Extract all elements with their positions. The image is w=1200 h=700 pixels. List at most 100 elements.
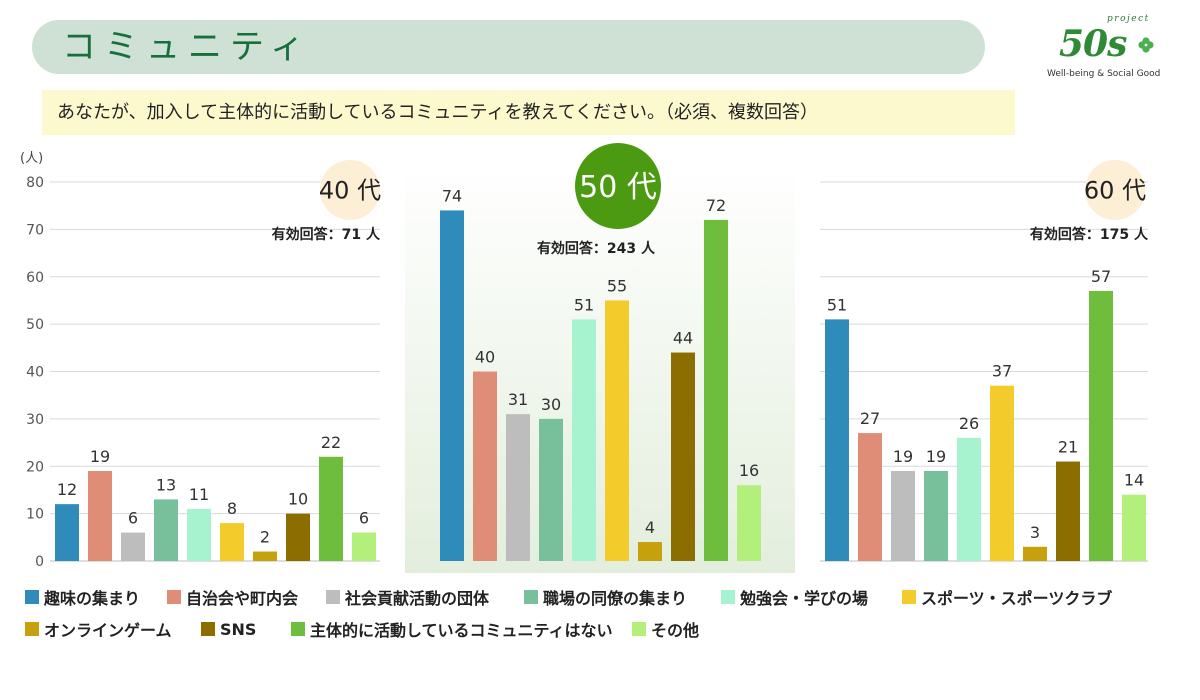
bar-60s-neighborhood-association bbox=[858, 433, 882, 561]
age-badge-60s bbox=[1085, 160, 1145, 220]
bar-40s-no-community bbox=[319, 456, 343, 561]
bar-value-label-60s-study-group: 26 bbox=[959, 414, 979, 433]
bar-40s-coworkers bbox=[154, 499, 178, 561]
legend-swatch bbox=[721, 590, 735, 604]
legend-item-study-group: 勉強会・学びの場 bbox=[721, 586, 868, 608]
legend-label: SNS bbox=[220, 619, 257, 639]
bar-50s-coworkers bbox=[539, 418, 563, 561]
legend-swatch bbox=[632, 622, 646, 636]
bar-value-label-40s-social-contribution: 6 bbox=[128, 509, 138, 528]
bar-value-label-50s-online-game: 4 bbox=[645, 518, 655, 537]
legend-item-online-game: オンラインゲーム bbox=[25, 618, 172, 640]
logo-mark: 50s bbox=[1059, 23, 1127, 65]
legend-label: オンラインゲーム bbox=[44, 621, 172, 640]
bar-50s-no-community bbox=[704, 219, 728, 561]
bar-40s-social-contribution bbox=[121, 532, 145, 561]
bar-value-label-50s-sns: 44 bbox=[673, 329, 693, 348]
bar-value-label-50s-coworkers: 30 bbox=[541, 395, 561, 414]
logo-project-text: project bbox=[1107, 14, 1150, 24]
bar-value-label-40s-sns: 10 bbox=[288, 490, 308, 509]
legend-label: その他 bbox=[651, 621, 700, 640]
bar-value-label-40s-coworkers: 13 bbox=[156, 475, 176, 494]
bar-40s-online-game bbox=[253, 551, 277, 561]
bar-50s-social-contribution bbox=[506, 414, 530, 561]
legend-item-coworkers: 職場の同僚の集まり bbox=[524, 586, 687, 608]
bar-value-label-60s-hobby: 51 bbox=[827, 295, 847, 314]
y-tick-label: 40 bbox=[26, 365, 44, 381]
bar-value-label-50s-sports-club: 55 bbox=[607, 276, 627, 295]
bar-value-label-60s-coworkers: 19 bbox=[926, 447, 946, 466]
question-text: あなたが、加入して主体的に活動しているコミュニティを教えてください。（必須、複数… bbox=[57, 102, 819, 123]
legend-swatch bbox=[167, 590, 181, 604]
bar-value-label-60s-neighborhood-association: 27 bbox=[860, 409, 880, 428]
bar-50s-sports-club bbox=[605, 300, 629, 561]
respondents-40s: 有効回答：71 人 bbox=[272, 226, 381, 243]
bar-50s-online-game bbox=[638, 542, 662, 561]
legend-swatch bbox=[524, 590, 538, 604]
bar-60s-study-group bbox=[957, 437, 981, 561]
bar-value-label-60s-sns: 21 bbox=[1058, 438, 1078, 457]
legend-label: 社会貢献活動の団体 bbox=[345, 589, 490, 608]
age-badge-50s bbox=[575, 143, 661, 229]
bar-60s-social-contribution bbox=[891, 470, 915, 561]
bar-value-label-50s-neighborhood-association: 40 bbox=[475, 348, 495, 367]
panel-50s-highlight bbox=[405, 163, 795, 573]
bar-50s-hobby bbox=[440, 210, 464, 562]
legend-item-no-community: 主体的に活動しているコミュニティはない bbox=[291, 618, 613, 640]
bar-40s-neighborhood-association bbox=[88, 470, 112, 561]
bar-value-label-60s-social-contribution: 19 bbox=[893, 447, 913, 466]
bar-value-label-40s-study-group: 11 bbox=[189, 485, 209, 504]
legend-swatch bbox=[902, 590, 916, 604]
logo-tagline: Well-being & Social Good bbox=[1047, 69, 1161, 79]
bar-value-label-60s-no-community: 57 bbox=[1091, 267, 1111, 286]
respondents-50s: 有効回答：243 人 bbox=[537, 240, 656, 257]
y-axis-label: (人) bbox=[20, 151, 43, 166]
question-box: あなたが、加入して主体的に活動しているコミュニティを教えてください。（必須、複数… bbox=[42, 90, 1015, 135]
bar-60s-sns bbox=[1056, 461, 1080, 561]
page-header: コミュニティ bbox=[32, 20, 985, 74]
bar-value-label-40s-online-game: 2 bbox=[260, 528, 270, 547]
age-badge-label-40s: 40 代 bbox=[319, 177, 381, 205]
y-tick-label: 30 bbox=[26, 412, 44, 428]
bar-value-label-50s-other: 16 bbox=[739, 461, 759, 480]
legend-swatch bbox=[291, 622, 305, 636]
age-badge-label-60s: 60 代 bbox=[1084, 177, 1146, 205]
bar-chart: (人) 0 10 20 30 40 50 60 70 80 12 19 6 13 11 8 2 10 22 6 40 代… bbox=[20, 143, 1149, 573]
legend-item-sns: SNS bbox=[201, 618, 256, 640]
y-tick-label: 70 bbox=[26, 222, 44, 238]
legend-label: スポーツ・スポーツクラブ bbox=[921, 589, 1113, 608]
bar-value-label-50s-social-contribution: 31 bbox=[508, 390, 528, 409]
bar-40s-hobby bbox=[55, 504, 79, 561]
bar-value-label-40s-hobby: 12 bbox=[57, 480, 77, 499]
legend-swatch bbox=[201, 622, 215, 636]
y-tick-label: 20 bbox=[26, 459, 44, 475]
bar-value-label-40s-no-community: 22 bbox=[321, 433, 341, 452]
bar-40s-sports-club bbox=[220, 523, 244, 561]
legend-item-social-contribution: 社会貢献活動の団体 bbox=[326, 586, 489, 608]
bar-60s-no-community bbox=[1089, 290, 1113, 561]
legend-item-neighborhood-association: 自治会や町内会 bbox=[167, 586, 298, 608]
bar-50s-sns bbox=[671, 352, 695, 561]
bar-value-label-50s-hobby: 74 bbox=[442, 186, 462, 205]
logo: project 50s Well-being & Social Good bbox=[1043, 12, 1175, 84]
bar-60s-other bbox=[1122, 494, 1146, 561]
clover-icon bbox=[1138, 37, 1154, 53]
bar-value-label-40s-other: 6 bbox=[359, 509, 369, 528]
legend-label: 職場の同僚の集まり bbox=[543, 589, 688, 608]
legend-label: 自治会や町内会 bbox=[186, 589, 299, 608]
legend-label: 勉強会・学びの場 bbox=[740, 589, 869, 608]
y-tick-label: 50 bbox=[26, 317, 44, 333]
page-title: コミュニティ bbox=[62, 27, 312, 67]
legend-swatch bbox=[25, 590, 39, 604]
bar-40s-study-group bbox=[187, 508, 211, 561]
legend-label: 趣味の集まり bbox=[44, 589, 141, 608]
bar-value-label-50s-no-community: 72 bbox=[706, 196, 726, 215]
bar-60s-online-game bbox=[1023, 546, 1047, 561]
bar-60s-coworkers bbox=[924, 470, 948, 561]
legend-label: 主体的に活動しているコミュニティはない bbox=[310, 621, 613, 640]
legend-swatch bbox=[326, 590, 340, 604]
bar-value-label-40s-sports-club: 8 bbox=[227, 499, 237, 518]
y-tick-label: 10 bbox=[26, 507, 44, 523]
legend-item-other: その他 bbox=[632, 618, 699, 640]
bar-40s-other bbox=[352, 532, 376, 561]
